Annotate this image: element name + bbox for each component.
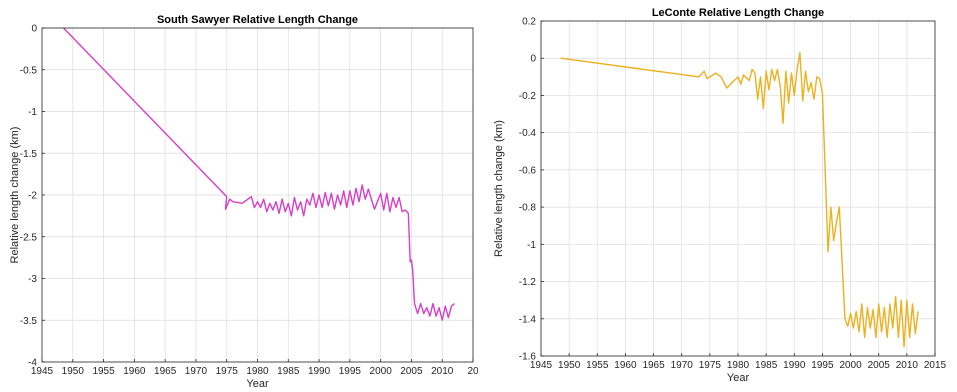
- x-tick-label: 2005: [400, 366, 423, 377]
- x-tick-label: 2010: [896, 360, 919, 371]
- y-tick-label: -0.5: [20, 65, 38, 76]
- leconte-chart: 1945 1950 1955 1960 1965 1970 1975 1980 1985 1990…: [493, 7, 947, 384]
- y-tick-label: -0.8: [519, 203, 537, 214]
- x-tick-label: 1980: [246, 366, 269, 377]
- y-axis-label: Relative length change (km): [493, 120, 505, 257]
- x-tick-label: 1995: [811, 360, 834, 371]
- y-tick-label: 0.2: [522, 17, 536, 28]
- y-tick-label: -0.2: [519, 91, 537, 102]
- leconte-chart-panel: 1945 1950 1955 1960 1965 1970 1975 1980 1985 1990…: [478, 0, 957, 392]
- y-tick-label: -2: [28, 191, 37, 202]
- y-tick-label: -4: [28, 358, 37, 369]
- y-tick-label: -1.6: [519, 352, 537, 363]
- x-tick-label: 20: [467, 366, 478, 377]
- leconte-chart-title: LeConte Relative Length Change: [652, 7, 824, 19]
- x-tick-label: 1965: [642, 360, 665, 371]
- y-tick-label: -3: [28, 274, 37, 285]
- x-tick-label: 1990: [783, 360, 806, 371]
- y-tick-label: -0.4: [519, 128, 537, 139]
- leconte-series-line: [560, 51, 919, 348]
- x-tick-label: 1945: [31, 366, 54, 377]
- x-axis-label: Year: [246, 378, 269, 390]
- x-tick-label: 1985: [277, 366, 300, 377]
- x-tick-label: 1955: [92, 366, 115, 377]
- y-tick-label: 0: [530, 54, 536, 65]
- x-tick-label: 1960: [614, 360, 637, 371]
- y-axis-label: Relative length change (km): [9, 127, 21, 264]
- x-axis-label: Year: [727, 372, 750, 384]
- y-tick-label: -1.5: [20, 149, 38, 160]
- x-tick-label: 1970: [185, 366, 208, 377]
- x-tick-label: 2000: [370, 366, 393, 377]
- y-tick-label: 0: [31, 24, 37, 35]
- x-tick-label: 1975: [216, 366, 239, 377]
- x-tick-label: 1950: [558, 360, 581, 371]
- south-sawyer-chart-panel: 1945 1950 1955 1960 1965 1970 1975 1980 1985 1990…: [0, 0, 478, 392]
- y-tick-label: -1: [28, 107, 37, 118]
- x-tick-label: 1965: [154, 366, 177, 377]
- x-tick-label: 1995: [339, 366, 362, 377]
- x-tick-label: 1960: [123, 366, 146, 377]
- south-sawyer-chart: 1945 1950 1955 1960 1965 1970 1975 1980 1985 1990…: [9, 14, 478, 390]
- x-tick-label: 1970: [671, 360, 694, 371]
- x-tick-label: 2000: [839, 360, 862, 371]
- x-tick-label: 1980: [727, 360, 750, 371]
- y-tick-label: -2.5: [20, 232, 38, 243]
- x-tick-label: 2010: [431, 366, 454, 377]
- x-tick-label: 1950: [62, 366, 85, 377]
- y-tick-label: -1.4: [519, 314, 537, 325]
- x-tick-label: 2005: [868, 360, 891, 371]
- x-tick-label: 1975: [699, 360, 722, 371]
- south-sawyer-chart-title: South Sawyer Relative Length Change: [157, 14, 358, 26]
- south-sawyer-series-line: [63, 27, 455, 321]
- y-tick-label: -0.6: [519, 165, 537, 176]
- y-tick-label: -1.2: [519, 277, 537, 288]
- x-tick-label: 1945: [530, 360, 553, 371]
- y-tick-label: -3.5: [20, 316, 38, 327]
- x-tick-label: 1985: [755, 360, 778, 371]
- y-tick-label: -1: [527, 240, 536, 251]
- x-tick-label: 1955: [586, 360, 609, 371]
- x-tick-label: 1990: [308, 366, 331, 377]
- x-tick-label: 2015: [924, 360, 947, 371]
